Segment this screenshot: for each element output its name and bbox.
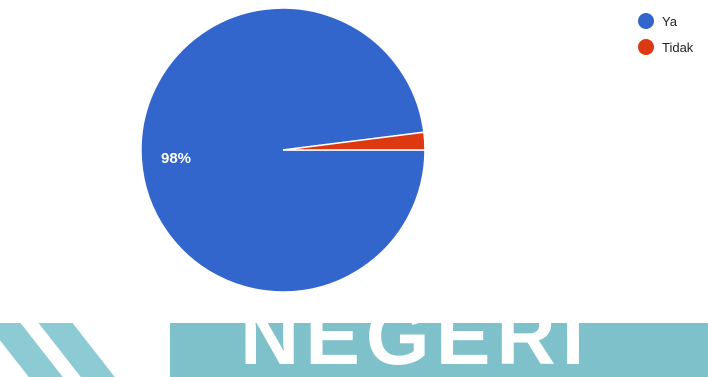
- pie-chart: 98%: [140, 7, 426, 293]
- watermark-banner: NEGERI: [0, 323, 708, 377]
- legend-item-tidak[interactable]: Tidak: [638, 36, 693, 58]
- legend-swatch-tidak: [638, 39, 654, 55]
- legend-item-ya[interactable]: Ya: [638, 10, 693, 32]
- chart-legend: Ya Tidak: [638, 10, 693, 62]
- legend-label-tidak: Tidak: [662, 39, 694, 55]
- legend-swatch-ya: [638, 13, 654, 29]
- banner-text: NEGERI: [240, 323, 591, 377]
- legend-label-ya: Ya: [662, 13, 677, 29]
- pie-slice-tidak[interactable]: [282, 131, 426, 151]
- banner-band: [170, 323, 708, 377]
- slice-label-ya: 98%: [161, 150, 191, 167]
